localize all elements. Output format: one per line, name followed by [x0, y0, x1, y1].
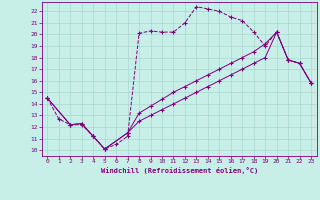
X-axis label: Windchill (Refroidissement éolien,°C): Windchill (Refroidissement éolien,°C) — [100, 167, 258, 174]
